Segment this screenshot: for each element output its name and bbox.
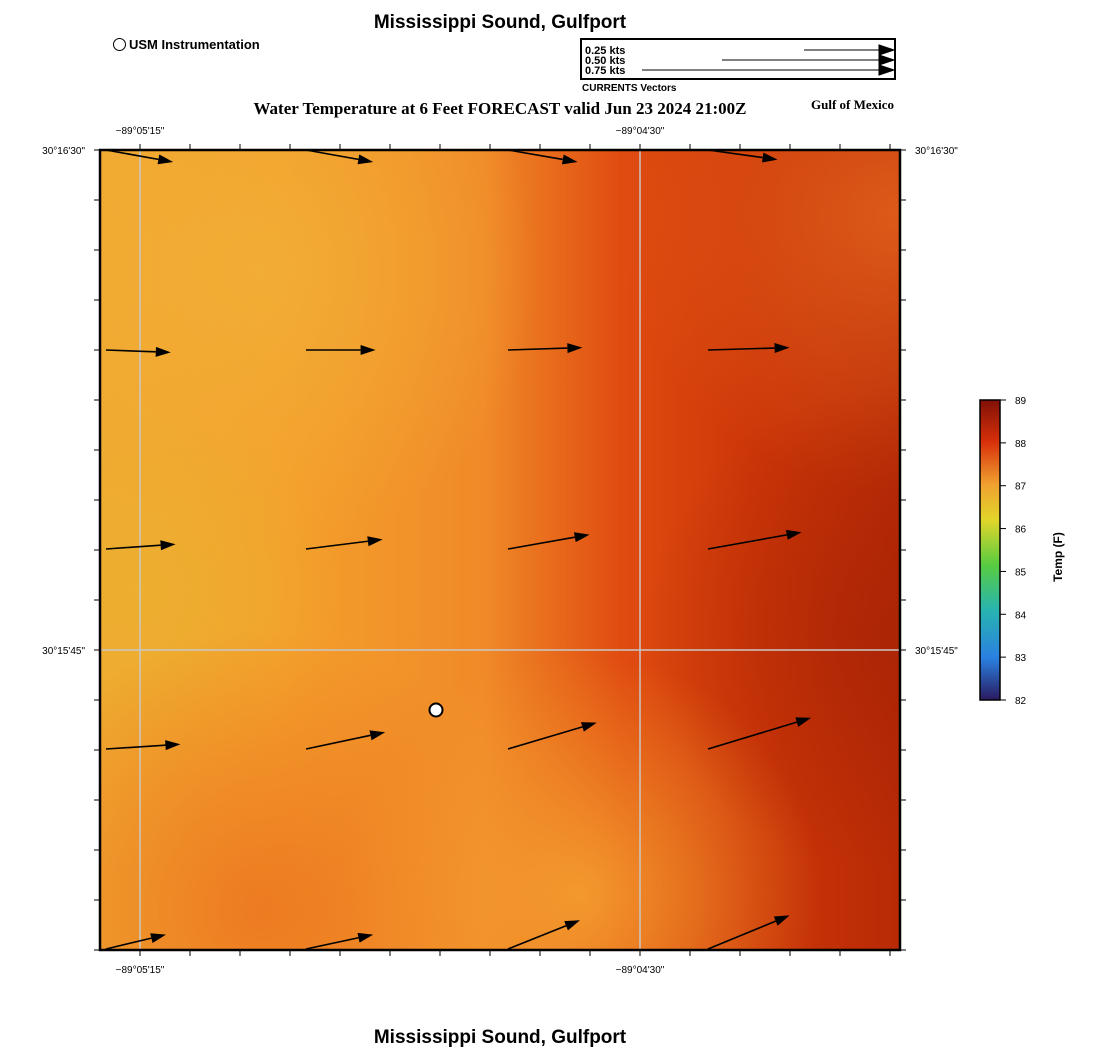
frame-ticks (94, 144, 906, 956)
colorbar-label: Temp (F) (1051, 532, 1065, 582)
plot-title: Water Temperature at 6 Feet FORECAST val… (253, 99, 747, 118)
vector-legend-title: CURRENTS Vectors (582, 83, 677, 94)
current-vector-15 (507, 722, 597, 750)
colorbar-tick-86: 86 (1015, 525, 1027, 536)
graticule (100, 150, 900, 950)
lat-label-right-2: 30°15'45" (915, 646, 958, 657)
vector-legend-entry-1: 0.25 kts (585, 45, 625, 57)
current-vector-8 (707, 343, 790, 354)
current-vector-13 (105, 740, 181, 751)
current-vector-16 (707, 717, 812, 750)
lon-label-top-1: −89°05'15" (116, 126, 165, 137)
current-vector-17 (105, 933, 166, 950)
usm-legend: USM Instrumentation (113, 37, 260, 52)
usm-marker-icon (113, 38, 126, 51)
current-vectors (105, 149, 812, 950)
region-label: Gulf of Mexico (811, 97, 895, 112)
current-vector-11 (507, 532, 590, 550)
colorbar-tick-87: 87 (1015, 482, 1027, 493)
current-vector-2 (305, 149, 374, 165)
current-vector-6 (306, 345, 376, 355)
vector-legend-entry-3: 0.75 kts (585, 65, 625, 77)
colorbar: 89 88 87 86 85 84 83 82 (979, 396, 1027, 707)
current-vector-10 (305, 536, 383, 550)
usm-station-marker[interactable] (428, 702, 444, 718)
current-vector-4 (707, 149, 778, 163)
lat-label-left-1: 30°16'30" (42, 146, 85, 157)
lat-label-right-1: 30°16'30" (915, 146, 958, 157)
vector-legend-arrows (642, 44, 896, 76)
current-vector-5 (105, 346, 171, 357)
usm-legend-label: USM Instrumentation (129, 37, 260, 52)
current-vector-18 (305, 932, 374, 950)
footer-station-title: Mississippi Sound, Gulfport (373, 1027, 627, 1048)
colorbar-tick-89: 89 (1015, 396, 1027, 407)
lon-label-bottom-1: −89°05'15" (116, 965, 165, 976)
vector-legend-box: 0.25 kts 0.50 kts 0.75 kts (580, 38, 896, 80)
lat-label-left-2: 30°15'45" (42, 646, 85, 657)
colorbar-ticks: 89 88 87 86 85 84 83 82 (1000, 396, 1027, 707)
current-vector-19 (507, 920, 580, 950)
current-vector-9 (105, 540, 176, 551)
colorbar-tick-85: 85 (1015, 567, 1027, 578)
lon-label-top-2: −89°04'30" (616, 126, 665, 137)
current-vector-7 (507, 343, 583, 354)
station-title: Mississippi Sound, Gulfport (373, 12, 627, 33)
current-vector-20 (707, 915, 790, 950)
colorbar-tick-84: 84 (1015, 610, 1027, 621)
current-vector-1 (105, 149, 174, 165)
current-vector-12 (707, 529, 802, 550)
colorbar-tick-83: 83 (1015, 653, 1027, 664)
vector-legend-entry-2: 0.50 kts (585, 55, 625, 67)
current-vector-3 (507, 149, 578, 165)
axis-labels: −89°05'15" −89°04'30" −89°05'15" −89°04'… (42, 126, 958, 976)
colorbar-tick-82: 82 (1015, 696, 1027, 707)
temperature-field (100, 150, 900, 950)
colorbar-tick-88: 88 (1015, 439, 1027, 450)
lon-label-bottom-2: −89°04'30" (616, 965, 665, 976)
current-vector-14 (305, 730, 386, 750)
